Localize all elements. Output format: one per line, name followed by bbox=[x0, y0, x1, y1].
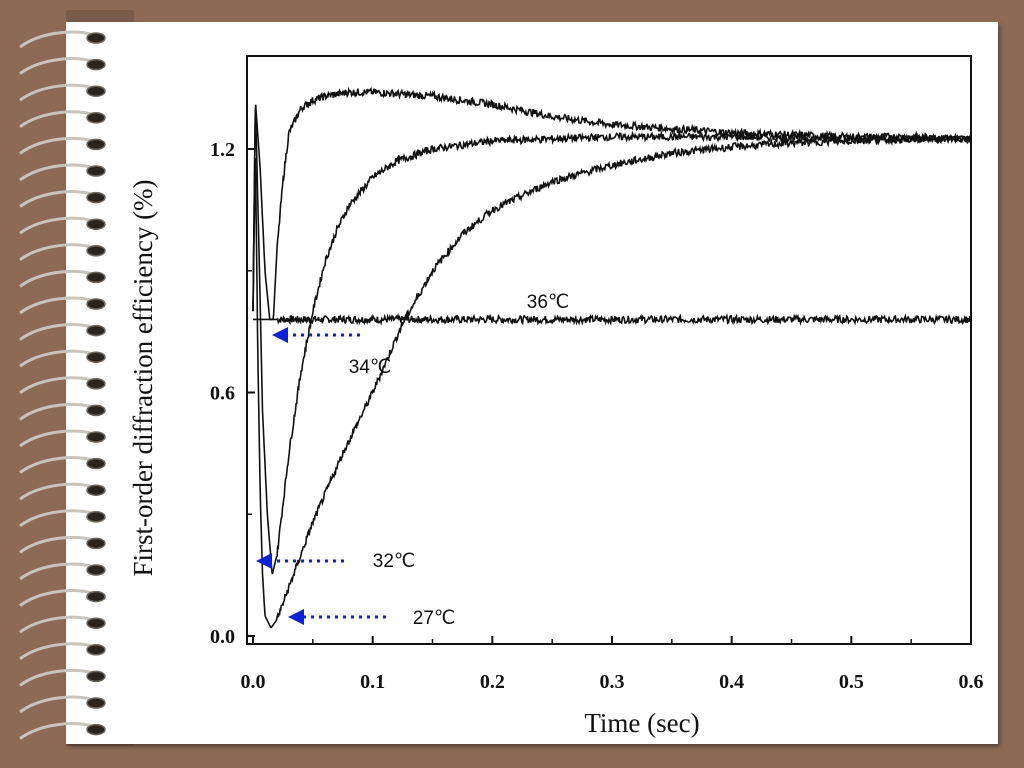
spiral-hole-icon bbox=[86, 404, 106, 417]
annotation-label: 27℃ bbox=[413, 608, 455, 629]
spiral-hole-icon bbox=[86, 85, 106, 97]
series-line-3 bbox=[252, 109, 972, 575]
spiral-hole-icon bbox=[86, 218, 106, 230]
spiral-hole-icon bbox=[86, 564, 106, 576]
spiral-hole-icon bbox=[86, 138, 106, 151]
annotation-arrow-head-icon bbox=[288, 609, 304, 625]
spiral-hole-icon bbox=[86, 431, 106, 443]
x-tick-label: 0.3 bbox=[600, 671, 625, 693]
y-tick-label: 0.0 bbox=[210, 626, 235, 648]
spiral-hole-icon bbox=[86, 723, 106, 736]
spiral-hole-icon bbox=[86, 324, 106, 337]
spiral-hole-icon bbox=[86, 298, 106, 310]
x-tick-label: 0.0 bbox=[241, 671, 266, 693]
spiral-hole-icon bbox=[86, 537, 106, 550]
annotation-arrow-head-icon bbox=[272, 327, 288, 343]
spiral-hole-icon bbox=[86, 58, 106, 71]
y-axis-ticks: 0.0 0.6 1.2 bbox=[210, 139, 255, 648]
x-tick-label: 0.1 bbox=[360, 671, 385, 693]
annotation-label: 32℃ bbox=[373, 551, 415, 572]
series-layer bbox=[252, 86, 972, 629]
spiral-hole-icon bbox=[86, 378, 106, 390]
spiral-hole-icon bbox=[86, 484, 106, 496]
spiral-hole-icon bbox=[86, 271, 106, 284]
series-line-2 bbox=[252, 86, 972, 321]
y-tick-label: 1.2 bbox=[210, 139, 235, 161]
spiral-hole-icon bbox=[86, 32, 106, 44]
spiral-hole-icon bbox=[86, 644, 106, 656]
spiral-hole-icon bbox=[86, 245, 106, 257]
x-tick-label: 0.6 bbox=[959, 671, 984, 693]
x-tick-label: 0.5 bbox=[839, 671, 864, 693]
spiral-hole-icon bbox=[86, 351, 106, 363]
plot-frame bbox=[246, 55, 972, 645]
x-axis-title: Time (sec) bbox=[584, 708, 699, 738]
spiral-hole-icon bbox=[86, 670, 106, 683]
series-line-1 bbox=[253, 312, 972, 326]
spiral-hole-icon bbox=[86, 697, 106, 709]
spiral-binding-icon bbox=[19, 30, 106, 740]
annotation-arrow-head-icon bbox=[256, 553, 272, 569]
y-tick-label: 0.6 bbox=[210, 383, 235, 405]
annotation-label: 34℃ bbox=[349, 357, 391, 378]
spiral-hole-icon bbox=[86, 590, 106, 603]
spiral-hole-icon bbox=[86, 457, 106, 470]
annotation-label: 36℃ bbox=[527, 292, 569, 313]
annotation-layer: 36℃ 34℃ 32℃ 27℃ bbox=[256, 292, 569, 629]
spiral-hole-icon bbox=[86, 617, 106, 629]
x-tick-label: 0.4 bbox=[719, 671, 744, 693]
spiral-hole-icon bbox=[86, 191, 106, 204]
spiral-hole-icon bbox=[86, 165, 106, 177]
x-tick-label: 0.2 bbox=[480, 671, 505, 693]
y-axis-title: First-order diffraction efficiency (%) bbox=[128, 179, 158, 576]
spiral-hole-icon bbox=[86, 112, 106, 124]
spiral-hole-icon bbox=[86, 511, 106, 523]
x-axis-ticks: 0.0 0.1 0.2 0.3 0.4 0.5 0.6 bbox=[241, 636, 984, 693]
series-line-4 bbox=[252, 132, 972, 629]
